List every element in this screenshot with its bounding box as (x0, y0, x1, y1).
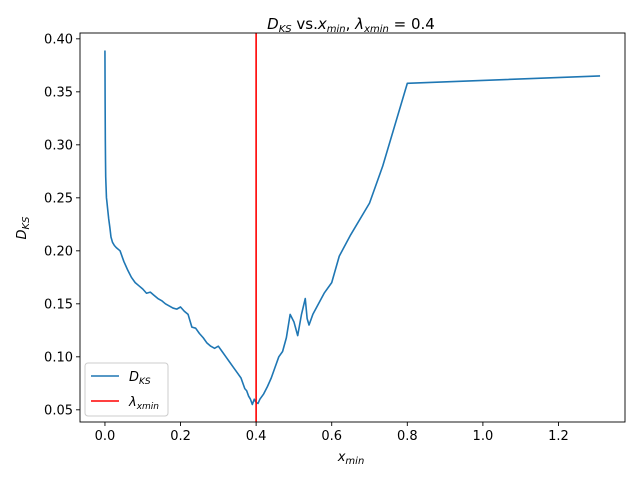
title-part-value: = 0.4 (389, 15, 435, 33)
y-axis-label: DKS (15, 216, 32, 240)
x-tick-label: 0.6 (321, 429, 342, 444)
y-tick-label: 0.20 (44, 244, 73, 259)
y-tick-label: 0.05 (44, 403, 73, 418)
title-part-lambda-sub: xmin (363, 24, 389, 35)
x-axis-label-main: x (337, 450, 346, 465)
legend: DKS λxmin (84, 362, 169, 417)
y-axis-label-sub: KS (21, 216, 32, 230)
chart-title: DKS vs.xmin, λxmin = 0.4 (267, 15, 435, 35)
y-tick-label: 0.10 (44, 350, 73, 365)
y-tick-label: 0.25 (44, 191, 73, 206)
x-tick-label: 0.0 (95, 429, 116, 444)
legend-dks-main: D (129, 370, 139, 385)
legend-lambda-label: λxmin (128, 395, 159, 412)
title-part-x: x (317, 15, 327, 33)
series-layer (104, 33, 601, 422)
title-part-vs: vs. (292, 15, 318, 33)
legend-dks-sub: KS (139, 377, 151, 387)
y-tick-label: 0.30 (44, 138, 73, 153)
x-tick-label: 0.4 (246, 429, 267, 444)
plot-area (79, 32, 626, 423)
title-part-comma: , (346, 15, 356, 33)
plot-frame (79, 32, 626, 423)
y-axis-ticks: 0.05 0.10 0.15 0.20 0.25 0.30 0.35 0.40 (44, 32, 80, 418)
x-tick-label: 0.8 (397, 429, 418, 444)
x-tick-label: 1.2 (548, 429, 569, 444)
x-tick-label: 1.0 (473, 429, 494, 444)
title-part-lambda: λ (354, 15, 364, 33)
title-part-d: D (267, 15, 279, 33)
x-tick-label: 0.2 (170, 429, 191, 444)
title-part-d-sub: KS (279, 24, 293, 35)
legend-dks-label: DKS (129, 370, 151, 387)
y-tick-label: 0.15 (44, 297, 73, 312)
y-axis-label-main: D (15, 229, 30, 239)
title-part-x-sub: min (327, 24, 346, 35)
legend-lambda-main: λ (128, 395, 137, 410)
legend-lambda-sub: xmin (136, 402, 160, 412)
y-tick-label: 0.35 (44, 85, 73, 100)
x-axis-ticks: 0.0 0.2 0.4 0.6 0.8 1.0 1.2 (95, 422, 569, 444)
x-axis-label-sub: min (345, 456, 364, 467)
x-axis-label: xmin (337, 450, 365, 467)
dks-series-line (104, 50, 601, 406)
y-tick-label: 0.40 (44, 32, 73, 47)
